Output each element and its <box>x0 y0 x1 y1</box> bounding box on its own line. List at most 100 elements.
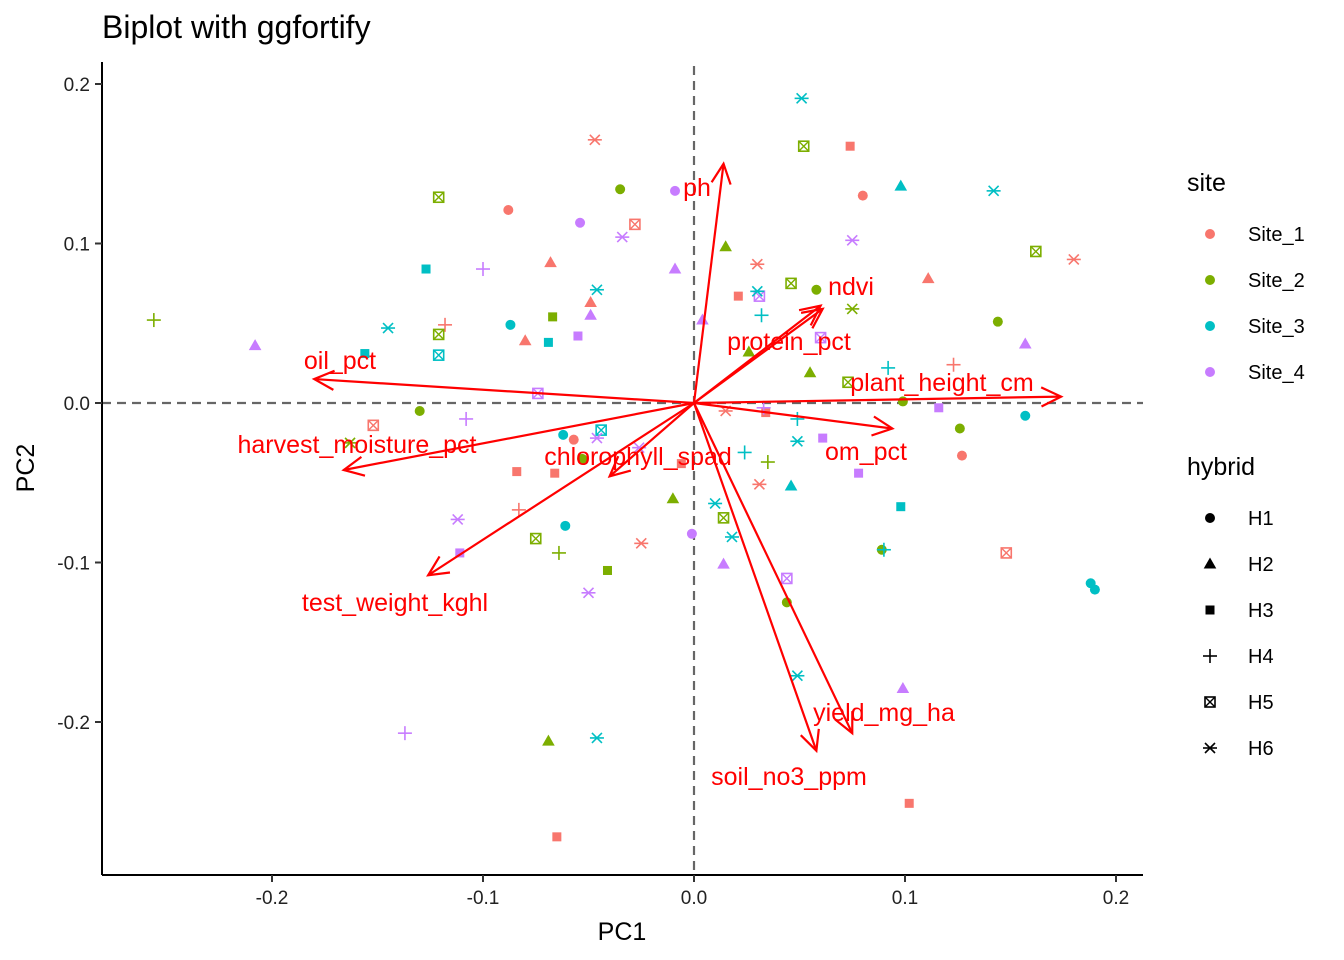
data-point <box>381 322 396 334</box>
data-point <box>676 459 686 469</box>
y-axis-label: PC2 <box>12 444 40 493</box>
loading-arrow-om_pct <box>693 401 895 437</box>
x-axis-ticks: -0.2 -0.1 0.0 0.1 0.2 <box>256 875 1129 909</box>
data-point <box>505 319 516 330</box>
data-point <box>1066 253 1081 266</box>
legend-hybrid-item-H6: H6 <box>1203 738 1274 760</box>
data-point <box>589 432 604 444</box>
legend-hybrid-swatch <box>1204 696 1216 708</box>
data-point <box>548 312 558 322</box>
data-point <box>595 424 607 436</box>
x-axis-label: PC1 <box>598 918 647 946</box>
data-point <box>397 726 412 741</box>
legend-site-label: Site_2 <box>1248 270 1305 292</box>
data-point <box>894 179 908 191</box>
data-point <box>589 284 604 296</box>
x-tick-label: 0.0 <box>681 888 707 909</box>
legend-site-swatch <box>1205 367 1215 377</box>
data-point <box>459 411 474 426</box>
loading-arrow-yield_mg_ha <box>693 402 854 736</box>
data-point <box>552 832 562 842</box>
data-point <box>790 411 805 426</box>
loading-arrow-chlorophyll_spad <box>607 402 695 479</box>
legend-hybrid-item-H3: H3 <box>1205 600 1274 622</box>
data-point <box>956 450 967 461</box>
data-point <box>560 520 571 531</box>
data-point <box>717 557 730 569</box>
legend-hybrid-swatch <box>1203 742 1217 754</box>
data-point <box>724 531 739 543</box>
legend-hybrid-item-H5: H5 <box>1204 692 1274 714</box>
legend-site-label: Site_1 <box>1248 224 1305 246</box>
y-tick-label: 0.2 <box>64 75 90 96</box>
data-point <box>934 403 944 413</box>
data-point <box>575 217 586 228</box>
legend-hybrid-swatch <box>1203 557 1217 569</box>
loading-label-protein_pct: protein_pct <box>727 328 851 356</box>
data-point <box>904 798 914 808</box>
data-point <box>360 349 370 359</box>
data-point <box>432 328 445 341</box>
data-point <box>686 528 697 539</box>
x-tick-label: 0.1 <box>892 888 918 909</box>
data-point <box>581 587 596 599</box>
data-point <box>146 313 161 328</box>
data-point <box>733 291 743 301</box>
legend-hybrid-item-H1: H1 <box>1205 508 1274 530</box>
data-point <box>845 234 860 246</box>
legend-hybrid-swatch <box>1205 513 1215 523</box>
data-point <box>367 419 380 432</box>
data-point <box>568 434 579 445</box>
data-point <box>518 334 532 346</box>
data-point <box>781 572 793 585</box>
loading-label-ndvi: ndvi <box>828 273 874 301</box>
data-point <box>818 433 828 443</box>
data-point <box>634 537 649 549</box>
loading-label-ph: ph <box>683 174 711 202</box>
data-point <box>760 455 775 470</box>
data-point <box>414 405 425 416</box>
legend-site-swatch <box>1205 321 1215 331</box>
data-point <box>503 205 514 216</box>
loading-label-soil_no3_ppm: soil_no3_ppm <box>711 763 867 791</box>
loading-arrow-ph <box>692 161 732 404</box>
data-point <box>785 277 797 290</box>
data-point <box>421 264 431 274</box>
data-point <box>790 435 805 447</box>
legend-site: Site_1 Site_2 Site_3 Site_4 <box>1205 224 1305 384</box>
data-point <box>1089 584 1100 595</box>
scatter-points <box>146 92 1100 842</box>
data-point <box>615 231 630 243</box>
legend-site-label: Site_4 <box>1248 362 1305 384</box>
data-point <box>797 140 810 153</box>
loading-label-om_pct: om_pct <box>825 438 907 466</box>
legend-hybrid-label: H5 <box>1248 692 1274 714</box>
x-tick-label: -0.1 <box>467 888 500 909</box>
legend-hybrid: H1 H2 H3 H4 H5 H6 <box>1203 508 1274 760</box>
x-tick-label: 0.2 <box>1103 888 1129 909</box>
data-point <box>455 548 465 558</box>
data-point <box>784 479 798 491</box>
data-point <box>737 445 752 460</box>
data-point <box>750 258 765 270</box>
data-point <box>754 308 769 323</box>
legend-hybrid-label: H6 <box>1248 738 1274 760</box>
data-point <box>432 191 445 204</box>
data-point <box>542 734 555 746</box>
data-point <box>577 453 588 464</box>
data-point <box>896 502 906 512</box>
legend-hybrid-swatch <box>1205 605 1215 615</box>
x-tick-label: -0.2 <box>256 888 289 909</box>
loading-label-oil_pct: oil_pct <box>304 347 376 375</box>
chart-title: Biplot with ggfortify <box>102 9 371 45</box>
data-point <box>589 732 604 744</box>
y-axis-ticks: 0.2 0.1 0.0 -0.1 -0.2 <box>57 75 102 734</box>
legend-hybrid-label: H3 <box>1248 600 1274 622</box>
data-point <box>1020 410 1031 421</box>
data-point <box>708 497 723 510</box>
data-point <box>512 467 522 477</box>
data-point <box>897 396 908 407</box>
data-point <box>629 218 641 231</box>
data-point <box>845 303 860 315</box>
